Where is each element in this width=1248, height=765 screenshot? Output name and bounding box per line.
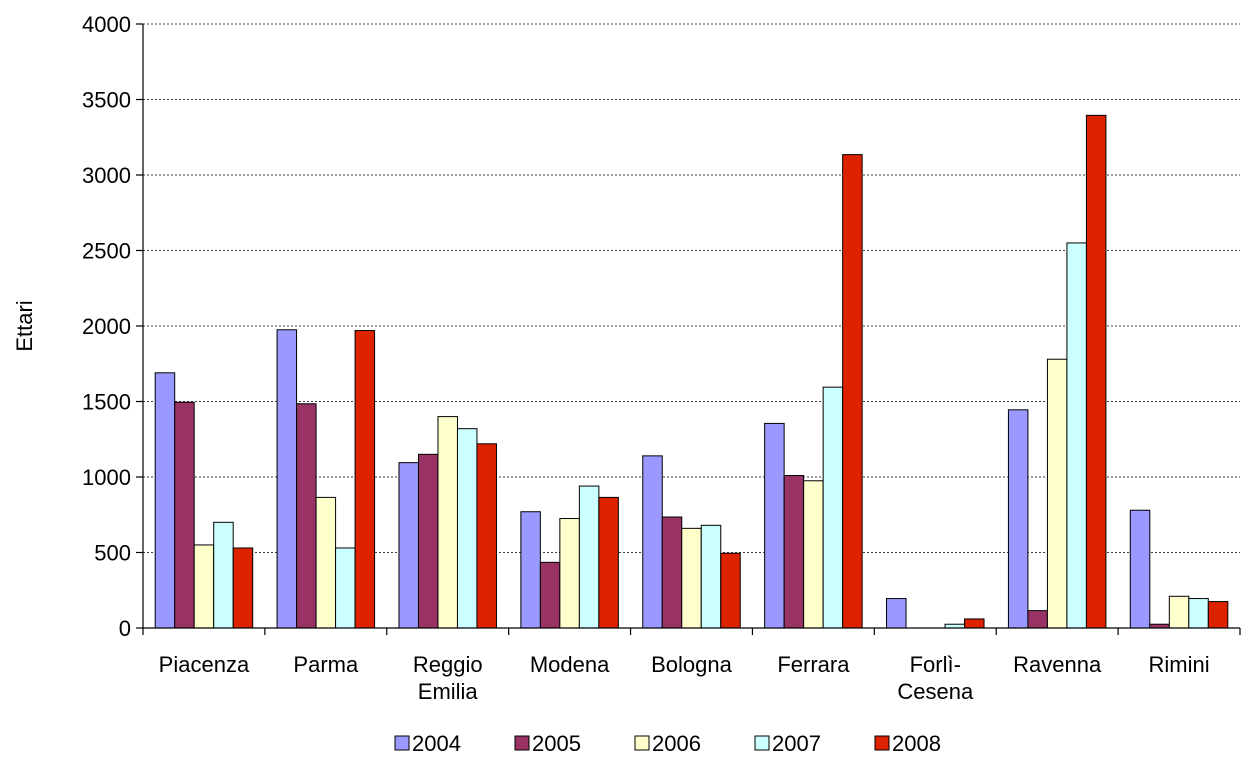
x-category-label: Parma <box>293 652 359 677</box>
bar-2007-7 <box>1066 242 1087 629</box>
legend-swatch-2008 <box>874 735 890 751</box>
bar-2007-0 <box>213 521 234 629</box>
x-category-label: Ferrara <box>777 652 850 677</box>
legend-label-2004: 2004 <box>412 731 461 756</box>
bar-2008-7 <box>1085 114 1107 629</box>
bar-2006-3 <box>559 518 580 629</box>
bar-2007-1 <box>335 547 356 629</box>
x-axis-ticks: Piacenza Parma Reggio Emilia Modena Bologna Fe… <box>142 628 1241 704</box>
bar-2008-4 <box>720 552 741 629</box>
x-category-label: Bologna <box>651 652 733 677</box>
bar-2007-3 <box>578 485 600 629</box>
bar-2006-1 <box>315 496 337 629</box>
bar-2007-4 <box>700 524 722 629</box>
x-category-label: Ravenna <box>1013 652 1102 677</box>
bar-2008-3 <box>598 496 619 629</box>
bar-2006-7 <box>1046 358 1068 629</box>
bar-2004-8 <box>1129 509 1151 629</box>
bar-2005-4 <box>661 516 683 629</box>
bar-2006-8 <box>1168 595 1190 629</box>
y-axis-title: Ettari <box>12 300 37 351</box>
bar-2004-0 <box>154 372 176 629</box>
y-tick-label: 1000 <box>82 465 131 490</box>
legend-label-2007: 2007 <box>772 731 821 756</box>
bars <box>154 114 1229 629</box>
bar-2004-4 <box>642 455 663 629</box>
bar-2004-2 <box>398 462 419 629</box>
y-tick-label: 500 <box>94 541 131 566</box>
y-tick-label: 4000 <box>82 12 131 37</box>
legend-label-2005: 2005 <box>532 731 581 756</box>
y-tick-label: 3500 <box>82 88 131 113</box>
bar-2006-4 <box>681 527 702 629</box>
bar-2007-5 <box>822 386 844 629</box>
legend: 2004 2005 2006 2007 2008 <box>394 731 941 756</box>
x-category-label: Piacenza <box>159 652 250 677</box>
bar-2005-2 <box>417 453 439 629</box>
x-category-label: Rimini <box>1148 652 1209 677</box>
bar-2008-1 <box>354 330 376 629</box>
bar-2008-2 <box>476 443 497 629</box>
bar-2004-1 <box>276 329 298 629</box>
x-category-label: Modena <box>530 652 610 677</box>
bar-2006-5 <box>803 480 824 629</box>
legend-label-2006: 2006 <box>652 731 701 756</box>
bar-2004-5 <box>764 422 785 629</box>
legend-swatch-2007 <box>754 735 770 751</box>
bar-2008-8 <box>1207 601 1229 629</box>
y-tick-label: 1500 <box>82 390 131 415</box>
bar-2005-0 <box>174 401 195 629</box>
bar-2007-8 <box>1188 598 1209 629</box>
y-tick-label: 2000 <box>82 314 131 339</box>
x-category-label: Reggio Emilia <box>413 652 483 704</box>
legend-swatch-2006 <box>634 735 650 751</box>
bar-2005-1 <box>296 403 317 629</box>
bar-2004-6 <box>886 598 907 629</box>
bar-2008-6 <box>964 618 985 629</box>
legend-swatch-2004 <box>394 735 410 751</box>
bar-2008-0 <box>232 547 254 629</box>
bar-2004-3 <box>520 511 541 629</box>
bar-2005-5 <box>783 474 805 629</box>
y-tick-label: 0 <box>119 616 131 641</box>
bar-2006-2 <box>437 416 458 629</box>
bar-2006-0 <box>193 544 215 629</box>
legend-label-2008: 2008 <box>892 731 941 756</box>
y-tick-label: 3000 <box>82 163 131 188</box>
bar-2007-2 <box>456 428 478 629</box>
legend-swatch-2005 <box>514 735 530 751</box>
bar-2005-7 <box>1027 610 1048 629</box>
bar-2008-5 <box>842 154 863 629</box>
bar-2004-7 <box>1007 409 1029 629</box>
x-category-label: Forlì-Cesena <box>897 652 974 704</box>
y-axis-ticks: 0 500 1000 1500 2000 2500 3000 3500 4000 <box>82 12 143 641</box>
y-tick-label: 2500 <box>82 239 131 264</box>
bar-2005-3 <box>539 561 561 629</box>
